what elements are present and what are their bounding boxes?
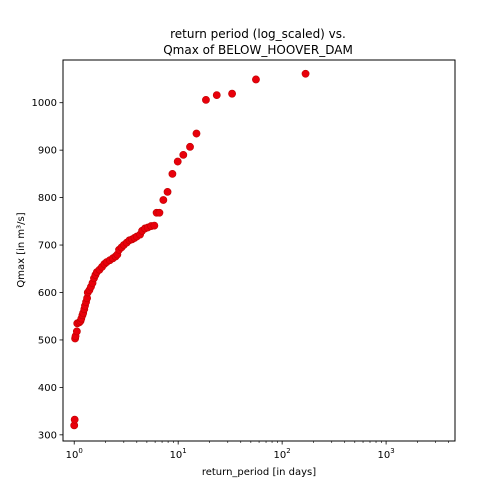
data-point (212, 91, 221, 100)
data-point (173, 157, 182, 166)
data-point (70, 415, 79, 424)
y-tick-label: 700 (38, 241, 57, 252)
y-tick-label: 800 (38, 193, 57, 204)
data-point (252, 75, 260, 84)
y-tick-label: 400 (38, 383, 57, 394)
data-point (155, 208, 164, 217)
data-points (70, 69, 310, 430)
chart-title-line-1: return period (log_scaled) vs. (170, 27, 346, 41)
x-tick-label: 102 (274, 447, 291, 461)
y-tick-label: 600 (38, 288, 57, 299)
data-point (301, 69, 310, 78)
data-point (202, 95, 210, 104)
data-point (186, 142, 194, 151)
data-point (228, 89, 236, 98)
y-tick-label: 1000 (32, 98, 57, 109)
chart-title-line-2: Qmax of BELOW_HOOVER_DAM (163, 43, 353, 57)
data-point (72, 327, 81, 336)
y-axis-label: Qmax [in m³/s] (16, 212, 27, 287)
x-axis-ticks: 100 101 102 103 (66, 441, 449, 461)
data-point (192, 129, 201, 138)
x-tick-label: 100 (66, 447, 83, 461)
data-point (168, 169, 177, 178)
data-point (179, 150, 188, 159)
x-axis-label: return_period [in days] (202, 467, 316, 478)
y-tick-label: 300 (38, 430, 57, 441)
data-point (163, 187, 172, 196)
data-point (159, 196, 168, 204)
y-tick-label: 900 (38, 146, 57, 157)
y-axis-ticks: 300 400 500 600 700 800 900 1000 (32, 98, 63, 441)
x-tick-label: 103 (377, 447, 394, 461)
data-point (150, 221, 159, 230)
y-tick-label: 500 (38, 335, 57, 346)
x-tick-label: 101 (170, 447, 187, 461)
